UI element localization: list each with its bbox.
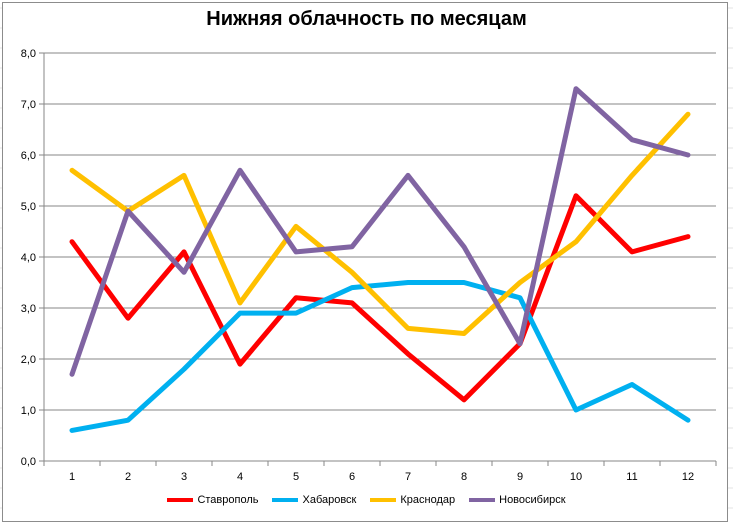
x-tick-label: 2 [125,471,131,483]
legend-swatch [370,498,397,502]
x-tick-label: 5 [293,471,299,483]
series-line [69,280,691,433]
x-tick-label: 8 [461,471,467,483]
legend-item: Новосибирск [469,494,566,506]
series-line [69,86,691,377]
x-tick-label: 12 [682,471,694,483]
legend-label: Ставрополь [197,494,259,506]
y-tick-label: 3,0 [21,303,36,315]
legend-swatch [167,498,194,502]
x-tick-label: 4 [237,471,243,483]
x-tick-label: 3 [181,471,187,483]
x-tick-label: 9 [517,471,523,483]
chart-area[interactable] [2,2,728,522]
legend-item: Ставрополь [167,494,258,506]
y-tick-label: 7,0 [21,99,36,111]
legend-label: Хабаровск [302,494,357,506]
legend-label: Краснодар [400,494,456,506]
y-tick-label: 6,0 [21,150,36,162]
legend-label: Новосибирск [499,494,566,506]
legend-item: Краснодар [370,494,455,506]
x-tick-label: 7 [405,471,411,483]
y-tick-label: 2,0 [21,354,36,366]
chart-title: Нижняя облачность по месяцам [206,8,527,30]
legend-swatch [272,498,299,502]
x-tick-label: 1 [69,471,75,483]
y-tick-label: 8,0 [21,48,36,60]
x-tick-label: 10 [570,471,582,483]
series-line [69,111,691,336]
legend-item: Хабаровск [272,494,356,506]
chart-legend: Ставрополь Хабаровск Краснодар Новосибирск [0,494,733,506]
y-tick-label: 1,0 [21,405,36,417]
x-tick-label: 6 [349,471,355,483]
y-tick-label: 0,0 [21,456,36,468]
y-tick-label: 5,0 [21,201,36,213]
x-tick-label: 11 [626,471,637,483]
legend-swatch [469,498,496,502]
y-tick-label: 4,0 [21,252,36,264]
